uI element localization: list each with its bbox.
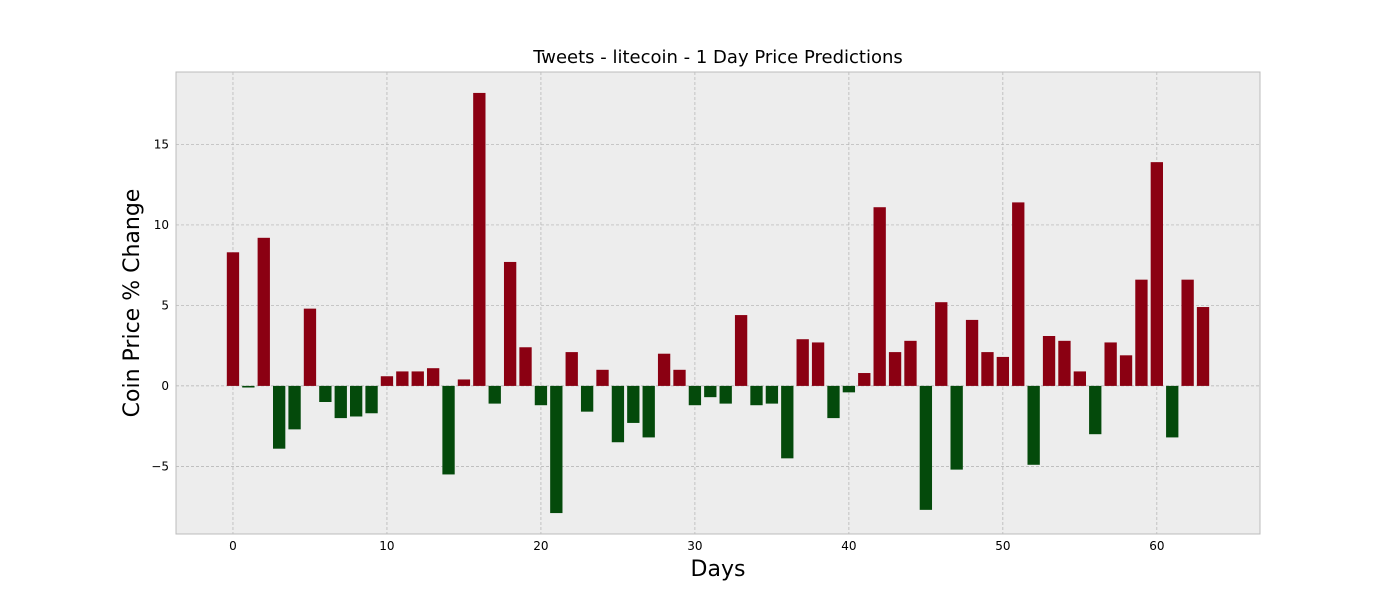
bar-day-56 bbox=[1089, 385, 1102, 435]
bar-day-10 bbox=[380, 376, 394, 386]
bar-day-12 bbox=[411, 371, 424, 386]
ticks: 0 10 20 30 40 50 60 −5 0 5 10 15 bbox=[151, 137, 1164, 553]
bar-day-35 bbox=[765, 385, 779, 404]
bar-day-18 bbox=[503, 261, 517, 386]
bar-day-34 bbox=[750, 385, 763, 406]
bar-day-32 bbox=[719, 385, 732, 404]
bar-day-27 bbox=[642, 385, 655, 438]
bar-day-62 bbox=[1181, 279, 1194, 386]
y-tick-label: 10 bbox=[154, 218, 169, 232]
plot-area bbox=[176, 72, 1260, 534]
bar-day-8 bbox=[349, 385, 363, 417]
bar-day-29 bbox=[673, 369, 686, 386]
bar-day-25 bbox=[611, 385, 625, 443]
bar-day-16 bbox=[473, 92, 486, 386]
bar-day-14 bbox=[442, 385, 455, 475]
grid bbox=[176, 72, 1260, 534]
bar-day-38 bbox=[811, 342, 825, 386]
bar-day-1 bbox=[242, 385, 255, 388]
bar-day-0 bbox=[226, 252, 240, 386]
bar-day-30 bbox=[688, 385, 702, 406]
bar-day-57 bbox=[1104, 342, 1117, 386]
bar-day-33 bbox=[734, 315, 748, 386]
bar-day-4 bbox=[288, 385, 301, 430]
x-tick-label: 30 bbox=[687, 539, 702, 553]
bar-day-6 bbox=[319, 385, 332, 402]
bar-day-22 bbox=[565, 352, 578, 386]
y-tick-label: 5 bbox=[161, 298, 169, 312]
bar-day-28 bbox=[657, 353, 671, 386]
bar-day-47 bbox=[950, 385, 963, 470]
bar-day-51 bbox=[1012, 202, 1025, 386]
x-tick-label: 0 bbox=[229, 539, 237, 553]
x-tick-label: 20 bbox=[533, 539, 548, 553]
bars bbox=[226, 92, 1210, 514]
bar-day-9 bbox=[365, 385, 378, 414]
plot-frame bbox=[175, 71, 1261, 535]
bar-day-59 bbox=[1135, 279, 1148, 386]
bar-day-13 bbox=[426, 368, 440, 386]
bar-day-24 bbox=[596, 369, 609, 386]
bar-day-5 bbox=[303, 308, 317, 386]
bar-day-19 bbox=[519, 347, 532, 386]
bar-day-52 bbox=[1027, 385, 1040, 465]
chart-title: Tweets - litecoin - 1 Day Price Predicti… bbox=[532, 47, 903, 68]
bar-day-45 bbox=[919, 385, 933, 510]
y-tick-label: 15 bbox=[154, 137, 169, 151]
bar-day-43 bbox=[888, 352, 902, 386]
bar-day-39 bbox=[827, 385, 840, 419]
bar-day-40 bbox=[842, 385, 856, 393]
bar-day-31 bbox=[704, 385, 717, 398]
bar-day-48 bbox=[965, 319, 979, 386]
bar-day-23 bbox=[580, 385, 594, 412]
bar-day-42 bbox=[873, 207, 886, 386]
bar-day-17 bbox=[488, 385, 501, 404]
bar-day-54 bbox=[1058, 340, 1071, 386]
bar-day-7 bbox=[334, 385, 347, 419]
y-axis-label: Coin Price % Change bbox=[120, 189, 145, 418]
bar-day-49 bbox=[981, 352, 994, 386]
x-tick-label: 60 bbox=[1149, 539, 1164, 553]
x-tick-label: 40 bbox=[841, 539, 856, 553]
bar-day-44 bbox=[904, 340, 917, 386]
bar-day-26 bbox=[627, 385, 640, 423]
bar-day-60 bbox=[1150, 162, 1163, 386]
bar-day-41 bbox=[858, 373, 871, 386]
bar-day-50 bbox=[996, 356, 1010, 386]
bar-day-21 bbox=[550, 385, 563, 514]
bar-day-11 bbox=[396, 371, 409, 386]
x-axis-label: Days bbox=[691, 557, 746, 582]
x-tick-label: 50 bbox=[995, 539, 1010, 553]
x-tick-label: 10 bbox=[379, 539, 394, 553]
bar-day-15 bbox=[457, 379, 471, 386]
y-tick-label: 0 bbox=[161, 379, 169, 393]
bar-day-46 bbox=[935, 302, 948, 386]
bar-day-61 bbox=[1166, 385, 1179, 438]
bar-day-53 bbox=[1042, 336, 1056, 386]
bar-day-36 bbox=[781, 385, 794, 459]
bar-day-58 bbox=[1119, 355, 1133, 386]
bar-day-63 bbox=[1196, 307, 1210, 386]
bar-day-3 bbox=[273, 385, 286, 449]
y-tick-label: −5 bbox=[151, 459, 169, 473]
bar-day-55 bbox=[1073, 371, 1087, 386]
bar-day-20 bbox=[534, 385, 548, 406]
bar-day-37 bbox=[796, 339, 809, 386]
bar-day-2 bbox=[257, 237, 270, 386]
